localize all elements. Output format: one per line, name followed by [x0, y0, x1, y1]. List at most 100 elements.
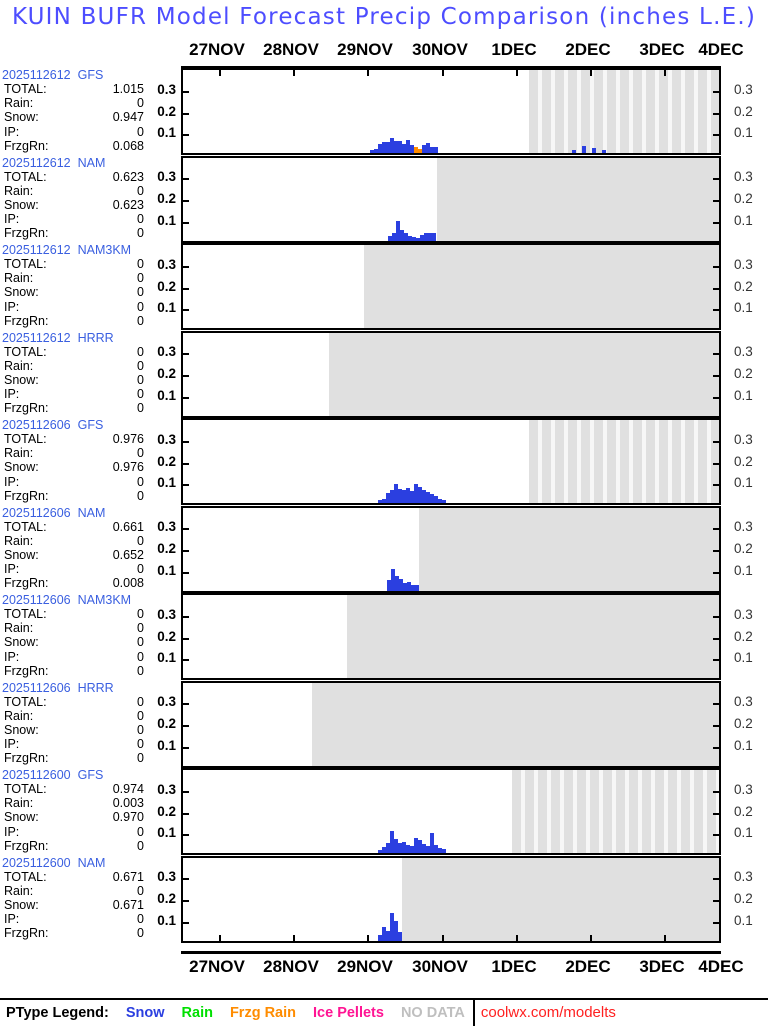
y-axis-tick-label: 0.1	[157, 912, 176, 928]
y-axis-labels-left: 0.3 0.2 0.1	[146, 418, 180, 505]
panel-stat-label: Rain:	[4, 883, 34, 898]
panel-stat-value: 0	[137, 299, 144, 314]
model-panel: 2025112606 HRRR TOTAL: 0 Rain: 0 Snow: 0 IP: 0 Frz…	[0, 680, 768, 769]
y-axis-labels-right: 0.3 0.2 0.1	[726, 243, 766, 330]
panel-stat-label: IP:	[4, 212, 20, 227]
precip-plot	[181, 593, 721, 680]
precip-bar	[410, 491, 414, 503]
panel-model-name: NAM	[77, 155, 106, 170]
panel-stat-row: Snow: 0.976	[2, 460, 180, 474]
panel-stat-label: FrzgRn:	[4, 751, 49, 766]
panel-stat-label: IP:	[4, 649, 20, 664]
precip-bar	[402, 842, 406, 853]
bar-series	[183, 770, 719, 853]
precip-bar	[390, 912, 394, 941]
y-axis-tick-label: 0.2	[734, 453, 753, 469]
x-axis-tick-mark	[367, 934, 369, 941]
model-panel: 2025112606 GFS TOTAL: 0.976 Rain: 0 Snow: 0.976…	[0, 418, 768, 506]
y-axis-labels-right: 0.3 0.2 0.1	[726, 331, 766, 418]
panel-stat-label: IP:	[4, 737, 20, 752]
precip-bar	[378, 500, 382, 503]
y-axis-tick-label: 0.1	[734, 825, 753, 841]
panel-stat-label: Rain:	[4, 621, 34, 636]
x-axis-tick-mark	[293, 934, 295, 941]
x-axis-tick-mark	[664, 934, 666, 941]
x-axis-tick-label: 27NOV	[189, 957, 245, 976]
panel-model-name: HRRR	[77, 680, 114, 695]
y-axis-tick-mark	[713, 265, 719, 268]
y-axis-tick-label: 0.2	[157, 541, 176, 556]
panel-stat-row: FrzgRn: 0	[2, 839, 180, 853]
panel-stat-label: TOTAL:	[4, 869, 47, 884]
precip-bar	[430, 833, 434, 853]
y-axis-tick-mark	[183, 134, 189, 137]
panel-stat-value: 0	[137, 621, 144, 636]
brand-link[interactable]: coolwx.com/modelts	[472, 1000, 616, 1026]
panel-stat-label: TOTAL:	[4, 82, 47, 96]
precip-bar	[406, 140, 410, 153]
precip-bar	[438, 499, 442, 503]
precip-bar	[442, 500, 446, 503]
y-axis-tick-label: 0.3	[734, 431, 753, 447]
y-axis-tick-label: 0.2	[157, 803, 176, 819]
precip-bar	[418, 840, 422, 853]
x-axis-tick-label: 1DEC	[491, 957, 537, 976]
precip-bar	[426, 846, 430, 853]
y-axis-tick-label: 0.1	[734, 387, 753, 403]
y-axis-tick-label: 0.1	[157, 300, 176, 316]
precip-bar	[428, 232, 432, 241]
bar-series	[183, 158, 719, 241]
panel-stat-value: 0	[137, 285, 144, 300]
precip-bar	[400, 229, 404, 241]
panel-model-name: HRRR	[77, 330, 114, 345]
precip-bar	[434, 147, 438, 153]
precip-bar	[415, 584, 419, 591]
legend-item: NO DATA	[400, 1005, 465, 1021]
y-axis-tick-label: 0.2	[734, 191, 753, 206]
panel-stat-row: IP: 0	[2, 650, 180, 664]
y-axis-tick-label: 0.1	[157, 650, 176, 666]
panel-model-name: NAM	[77, 505, 106, 520]
panel-stat-label: Snow:	[4, 197, 39, 212]
panel-stat-label: TOTAL:	[4, 607, 47, 621]
y-axis-tick-label: 0.3	[734, 81, 753, 97]
precip-bar	[422, 490, 426, 503]
y-axis-tick-label: 0.1	[734, 300, 753, 316]
panel-stat-label: IP:	[4, 387, 20, 402]
precip-bar	[420, 234, 424, 241]
y-axis-tick-mark	[713, 812, 719, 815]
y-axis-tick-mark	[713, 834, 719, 837]
y-axis-tick-label: 0.1	[734, 475, 753, 491]
panel-stat-value: 0	[137, 737, 144, 752]
y-axis-tick-mark	[713, 221, 719, 224]
panel-info: 2025112606 NAM TOTAL: 0.661 Rain: 0 Snow: 0.652…	[2, 506, 180, 593]
precip-bar	[382, 499, 386, 503]
x-axis-tick-mark	[590, 934, 592, 941]
panel-stat-value: 0.976	[112, 460, 144, 475]
no-data-region	[402, 857, 719, 941]
precip-bar	[422, 145, 426, 153]
panel-run-datetime: 2025112612	[2, 68, 71, 82]
y-axis-tick-mark	[713, 900, 719, 902]
y-axis-tick-label: 0.2	[157, 278, 176, 294]
y-axis-tick-mark	[183, 221, 189, 224]
y-axis-tick-label: 0.2	[157, 191, 176, 206]
x-axis-tick-label: 1DEC	[491, 40, 537, 59]
panel-run-datetime: 2025112600	[2, 855, 71, 870]
y-axis-labels-right: 0.3 0.2 0.1	[726, 418, 766, 505]
y-axis-labels-right: 0.3 0.2 0.1	[726, 68, 766, 155]
precip-bar	[406, 488, 410, 503]
precip-plot	[181, 768, 721, 855]
no-data-region	[437, 157, 719, 241]
precip-bar	[414, 838, 418, 853]
model-panel: 2025112612 HRRR TOTAL: 0 Rain: 0 Snow: 0 IP: 0 Frz…	[0, 330, 768, 419]
precip-bar	[422, 844, 426, 853]
y-axis-tick-label: 0.1	[157, 212, 176, 228]
model-panel: 2025112612 GFS TOTAL: 1.015 Rain: 0 Snow: 0.947…	[0, 68, 768, 156]
no-data-region	[347, 595, 719, 678]
y-axis-tick-label: 0.3	[734, 694, 753, 710]
panel-run-label: 2025112606 HRRR	[2, 681, 180, 695]
y-axis-tick-mark	[183, 90, 189, 93]
panel-stat-value: 0.974	[112, 782, 144, 796]
panel-info: 2025112612 NAM3KM TOTAL: 0 Rain: 0 Snow: 0 IP: 0 F…	[2, 243, 180, 330]
